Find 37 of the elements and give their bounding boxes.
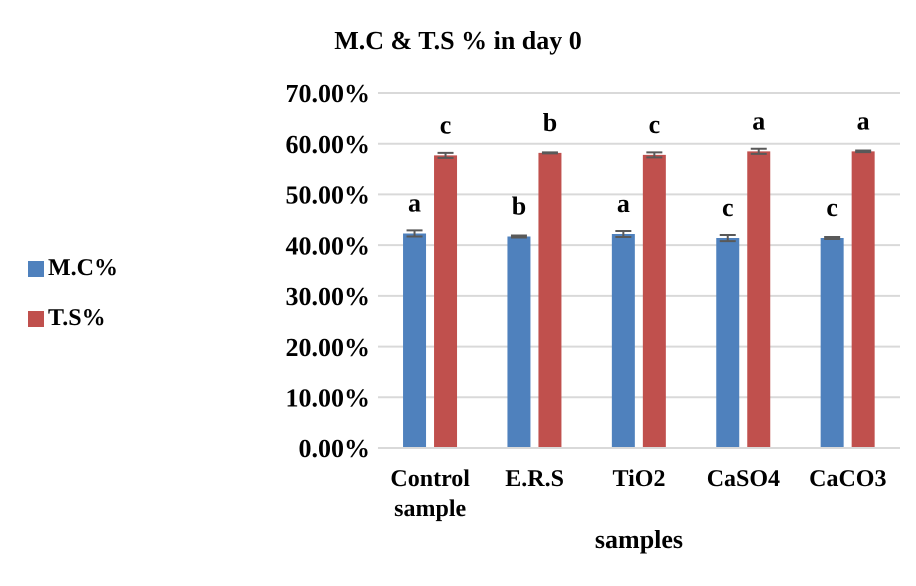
data-label: a xyxy=(616,188,630,218)
bar xyxy=(507,236,530,448)
y-tick-label: 30.00% xyxy=(285,282,370,312)
bar xyxy=(403,233,426,448)
y-tick-label: 60.00% xyxy=(285,130,370,159)
data-label: c xyxy=(648,110,660,139)
x-axis-title: samples xyxy=(594,525,684,554)
y-tick-label: 20.00% xyxy=(285,332,370,362)
bar xyxy=(642,154,666,448)
bar xyxy=(434,155,458,448)
y-tick-label: 40.00% xyxy=(285,231,370,260)
data-label: b xyxy=(512,192,526,221)
x-tick-label: CaSO4 xyxy=(706,466,780,492)
data-label: c xyxy=(826,193,838,222)
bar xyxy=(716,238,740,448)
legend-label: M.C% xyxy=(48,255,118,281)
x-tick-label: TiO2 xyxy=(612,466,666,492)
data-label: c xyxy=(440,110,452,140)
chart-title: M.C & T.S % in day 0 xyxy=(333,26,583,56)
bar xyxy=(852,151,875,448)
bar xyxy=(612,234,635,448)
x-tick-label: E.R.S xyxy=(505,466,564,492)
y-tick-label: 10.00% xyxy=(285,384,370,413)
bar xyxy=(820,238,844,448)
y-tick-label: 70.00% xyxy=(285,79,370,108)
data-label: a xyxy=(408,188,422,218)
x-tick-label: CaCO3 xyxy=(809,466,886,492)
data-label: a xyxy=(856,106,870,136)
data-label: c xyxy=(722,193,734,222)
legend-label: T.S% xyxy=(48,305,106,331)
bar xyxy=(747,151,770,448)
x-tick-label: Control sample xyxy=(390,466,470,522)
data-label: a xyxy=(752,106,766,136)
y-tick-label: 0.00% xyxy=(298,434,370,464)
data-label: b xyxy=(542,108,558,137)
bar xyxy=(538,152,562,448)
y-tick-label: 50.00% xyxy=(285,180,370,210)
